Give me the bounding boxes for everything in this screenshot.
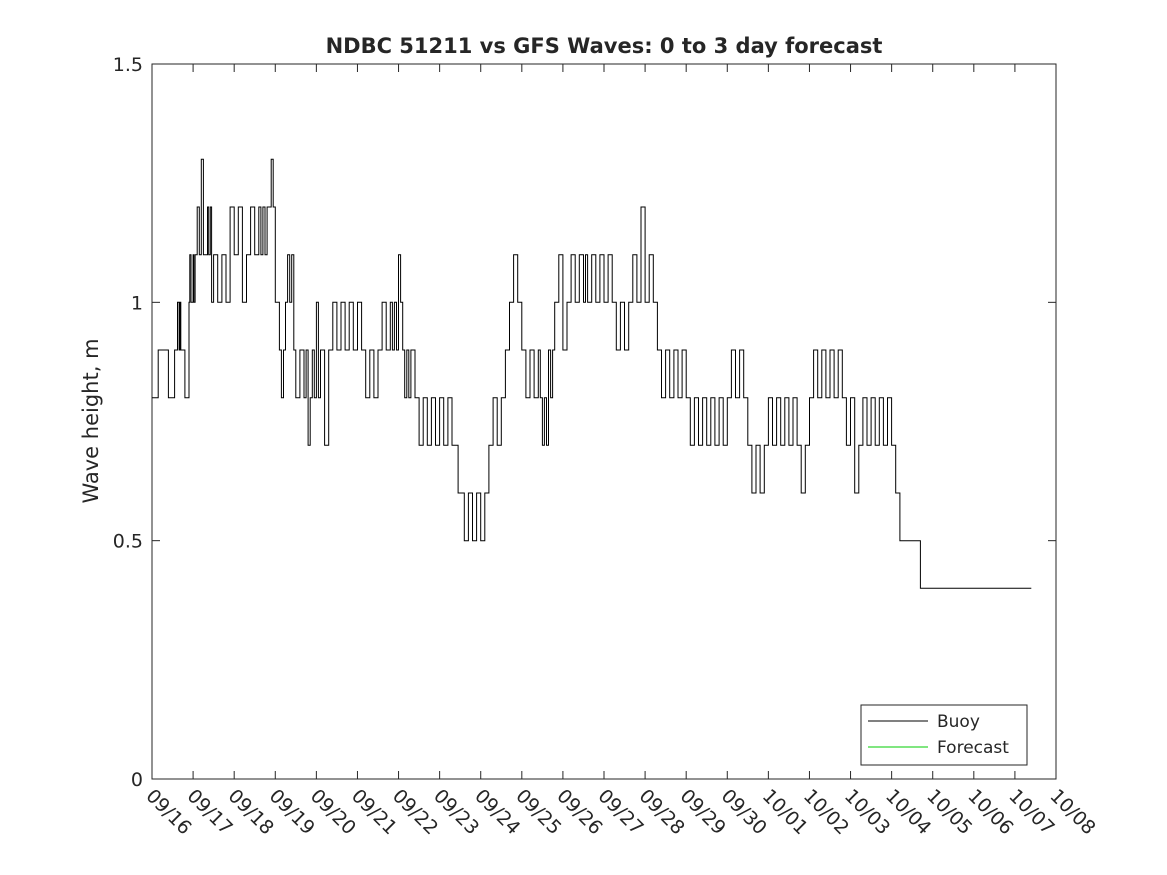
series-line-buoy bbox=[152, 158, 1032, 589]
legend: Buoy Forecast bbox=[860, 704, 1028, 766]
series-layer bbox=[152, 158, 1032, 589]
y-tick-label: 1 bbox=[131, 292, 143, 314]
plot-area bbox=[151, 63, 1057, 780]
y-tick-label: 1.5 bbox=[113, 54, 143, 76]
legend-box bbox=[860, 704, 1028, 766]
y-tick-label: 0 bbox=[131, 769, 143, 791]
y-axis: 0 0.5 1 1.5 bbox=[113, 54, 1056, 791]
chart-title: NDBC 51211 vs GFS Waves: 0 to 3 day fore… bbox=[326, 34, 883, 58]
legend-forecast-label: Forecast bbox=[937, 738, 1009, 758]
y-tick-label: 0.5 bbox=[113, 531, 143, 553]
legend-buoy-label: Buoy bbox=[937, 712, 980, 732]
y-axis-label: Wave height, m bbox=[79, 338, 103, 503]
